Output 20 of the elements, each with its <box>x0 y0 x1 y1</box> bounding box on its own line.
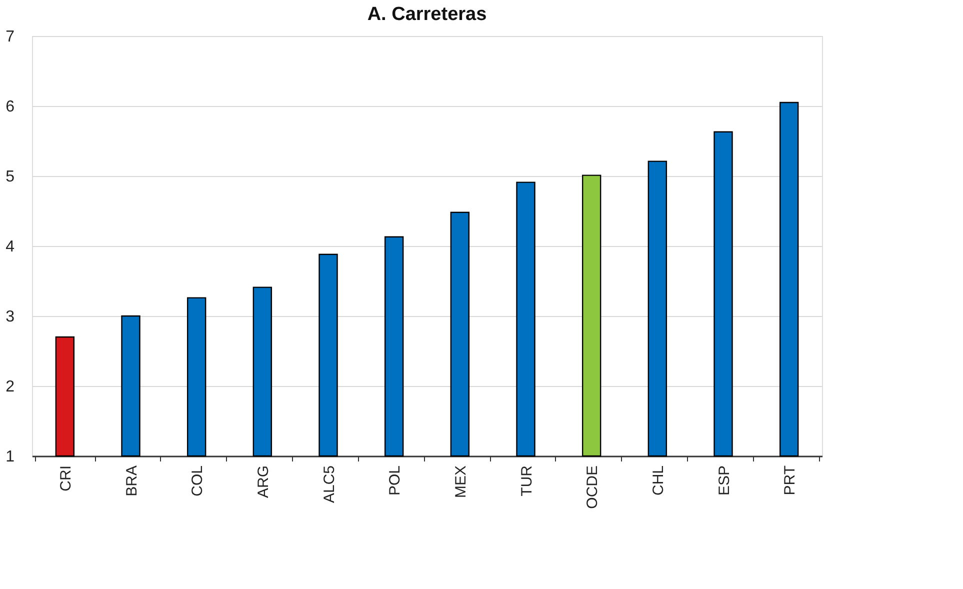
y-tick-label: 5 <box>6 168 15 186</box>
x-tick-label: PRT <box>782 466 799 496</box>
x-tick-label: OCDE <box>584 466 602 509</box>
x-tick-label: ARG <box>254 466 272 498</box>
x-tick-label: CHL <box>650 466 667 496</box>
y-tick-label: 3 <box>6 308 15 326</box>
x-tick-label: COL <box>189 466 206 496</box>
y-tick-label: 1 <box>6 448 15 466</box>
y-tick-label: 6 <box>6 98 15 116</box>
x-tick-label: CRI <box>57 466 74 492</box>
x-tick-label: ESP <box>716 466 733 496</box>
x-tick-label: TUR <box>518 465 536 496</box>
chart-title: A. Carreteras <box>367 4 487 25</box>
x-tick-label: BRA <box>123 466 140 496</box>
y-tick-label: 4 <box>6 238 15 256</box>
y-tick-label: 7 <box>6 28 15 46</box>
x-tick-label: POL <box>386 466 404 496</box>
x-tick-label: ALC5 <box>320 466 338 504</box>
x-tick-label: MEX <box>452 466 470 498</box>
y-tick-label: 2 <box>6 378 15 396</box>
